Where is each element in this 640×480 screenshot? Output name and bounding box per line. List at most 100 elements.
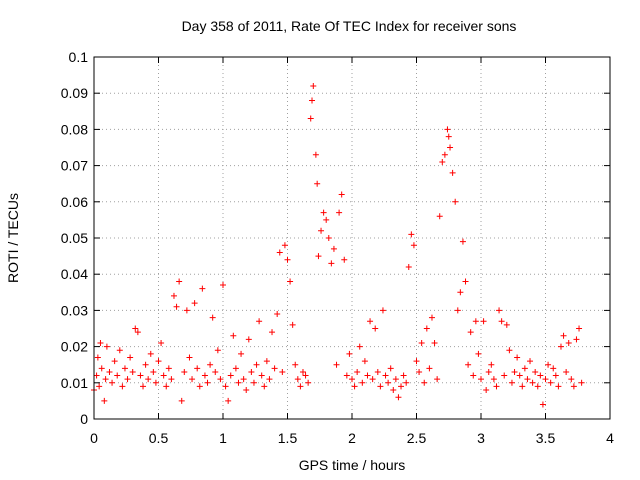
x-tick-label: 3 bbox=[477, 430, 485, 446]
y-tick-label: 0.09 bbox=[61, 85, 88, 101]
data-point bbox=[349, 376, 355, 383]
data-point bbox=[436, 213, 443, 220]
data-point bbox=[297, 383, 304, 390]
x-tick-label: 4 bbox=[606, 430, 614, 446]
data-point bbox=[379, 307, 386, 314]
data-point bbox=[127, 354, 134, 361]
data-point bbox=[328, 260, 335, 267]
data-point bbox=[160, 372, 167, 379]
data-point bbox=[539, 401, 546, 408]
data-point bbox=[395, 394, 402, 401]
data-point bbox=[243, 387, 250, 394]
data-point bbox=[140, 383, 147, 390]
data-point bbox=[403, 379, 410, 386]
data-point bbox=[142, 361, 149, 368]
y-tick-label: 0.06 bbox=[61, 194, 88, 210]
data-point bbox=[103, 343, 110, 350]
data-point bbox=[532, 368, 539, 375]
data-point bbox=[189, 376, 196, 383]
data-point bbox=[230, 332, 237, 339]
data-point bbox=[524, 376, 531, 383]
data-point bbox=[284, 256, 291, 263]
data-point bbox=[557, 343, 564, 350]
x-tick-label: 3.5 bbox=[536, 430, 556, 446]
data-point bbox=[310, 82, 317, 89]
data-point bbox=[309, 97, 316, 104]
data-point bbox=[207, 361, 214, 368]
data-point bbox=[537, 372, 544, 379]
y-tick-label: 0.07 bbox=[61, 158, 88, 174]
data-point bbox=[514, 354, 521, 361]
data-point bbox=[343, 372, 350, 379]
data-point bbox=[565, 339, 572, 346]
data-point bbox=[199, 285, 206, 292]
data-point bbox=[245, 336, 252, 343]
data-point bbox=[248, 368, 255, 375]
data-point bbox=[312, 151, 319, 158]
data-point bbox=[152, 379, 159, 386]
data-point bbox=[109, 379, 116, 386]
data-point bbox=[212, 368, 219, 375]
data-point bbox=[176, 278, 183, 285]
data-point bbox=[552, 372, 559, 379]
data-point bbox=[227, 372, 234, 379]
data-point bbox=[101, 397, 108, 404]
data-point bbox=[441, 151, 448, 158]
data-point bbox=[261, 383, 268, 390]
data-point bbox=[186, 354, 193, 361]
data-points bbox=[91, 82, 585, 408]
data-point bbox=[333, 361, 340, 368]
data-point bbox=[165, 365, 172, 372]
data-point bbox=[431, 339, 438, 346]
data-point bbox=[501, 372, 508, 379]
data-point bbox=[97, 339, 104, 346]
data-point bbox=[449, 169, 456, 176]
data-point bbox=[372, 325, 379, 332]
data-point bbox=[462, 278, 469, 285]
data-point bbox=[250, 379, 257, 386]
data-point bbox=[330, 245, 337, 252]
data-point bbox=[204, 379, 211, 386]
data-point bbox=[490, 376, 497, 383]
chart-title: Day 358 of 2011, Rate Of TEC Index for r… bbox=[182, 18, 517, 34]
data-point bbox=[96, 383, 103, 390]
data-point bbox=[274, 311, 281, 318]
y-tick-label: 0.03 bbox=[61, 302, 88, 318]
y-tick-label: 0.05 bbox=[61, 230, 88, 246]
data-point bbox=[503, 321, 510, 328]
data-point bbox=[111, 358, 118, 365]
data-point bbox=[287, 278, 294, 285]
data-point bbox=[225, 397, 232, 404]
data-point bbox=[114, 372, 121, 379]
data-point bbox=[527, 358, 534, 365]
data-point bbox=[119, 383, 126, 390]
data-point bbox=[336, 209, 343, 216]
x-tick-labels: 0 0.5 1 1.5 2 2.5 3 3.5 4 bbox=[90, 430, 614, 446]
data-point bbox=[364, 372, 371, 379]
y-tick-label: 0 bbox=[80, 411, 88, 427]
data-point bbox=[158, 339, 165, 346]
data-point bbox=[217, 376, 224, 383]
data-point bbox=[359, 379, 366, 386]
data-point bbox=[214, 347, 221, 354]
data-point bbox=[570, 383, 577, 390]
data-point bbox=[563, 368, 570, 375]
x-tick-label: 2 bbox=[348, 430, 356, 446]
data-point bbox=[465, 361, 472, 368]
data-point bbox=[281, 242, 288, 249]
y-tick-labels: 0 0.01 0.02 0.03 0.04 0.05 0.06 0.07 0.08 0.09 0.1 bbox=[61, 49, 88, 427]
data-point bbox=[178, 397, 185, 404]
data-point bbox=[196, 383, 203, 390]
data-point bbox=[529, 379, 536, 386]
data-point bbox=[253, 361, 260, 368]
data-point bbox=[294, 376, 301, 383]
data-point bbox=[367, 318, 374, 325]
data-point bbox=[521, 365, 528, 372]
data-point bbox=[220, 282, 226, 289]
data-point bbox=[98, 365, 105, 372]
data-point bbox=[258, 372, 265, 379]
data-point bbox=[173, 303, 180, 310]
data-point bbox=[361, 358, 368, 365]
data-point bbox=[150, 368, 157, 375]
data-point bbox=[181, 368, 188, 375]
